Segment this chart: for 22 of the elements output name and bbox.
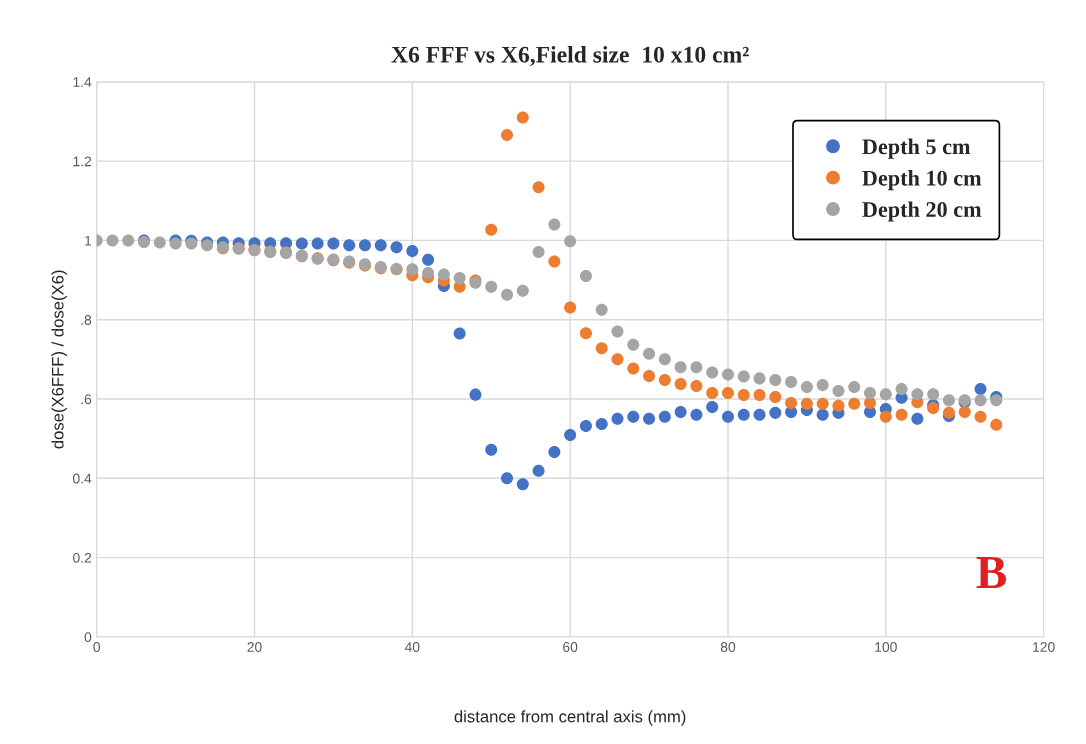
y-tick-label: 0 bbox=[84, 632, 92, 643]
y-axis-title: dose(X6FFF) / dose(X6) bbox=[51, 270, 67, 449]
y-tick-label: 0.4 bbox=[73, 473, 92, 484]
x-tick-label: 120 bbox=[1033, 642, 1055, 652]
legend-label: Depth 20 cm bbox=[862, 201, 982, 222]
y-tick-label: .6 bbox=[81, 394, 92, 405]
x-tick-label: 40 bbox=[404, 642, 420, 652]
x-tick-label: 0 bbox=[93, 642, 100, 652]
legend-label: Depth 10 cm bbox=[862, 170, 982, 191]
annotation: B bbox=[976, 557, 1006, 589]
x-tick-label: 100 bbox=[875, 642, 897, 652]
y-tick-label: 1.4 bbox=[73, 77, 92, 87]
x-tick-label: 20 bbox=[247, 642, 262, 652]
y-tick-label: 1.2 bbox=[73, 156, 92, 167]
x-tick-label: 60 bbox=[563, 642, 578, 652]
chart-title: X6 FFF vs X6,Field size 10 x10 cm² bbox=[391, 46, 749, 67]
y-tick-label: 0.2 bbox=[73, 552, 92, 563]
x-axis-title: distance from central axis (mm) bbox=[454, 710, 686, 726]
x-tick-label: 80 bbox=[720, 642, 736, 652]
legend-label: Depth 5 cm bbox=[862, 138, 971, 159]
y-tick-label: 1 bbox=[85, 235, 92, 246]
y-tick-label: .8 bbox=[81, 315, 92, 325]
